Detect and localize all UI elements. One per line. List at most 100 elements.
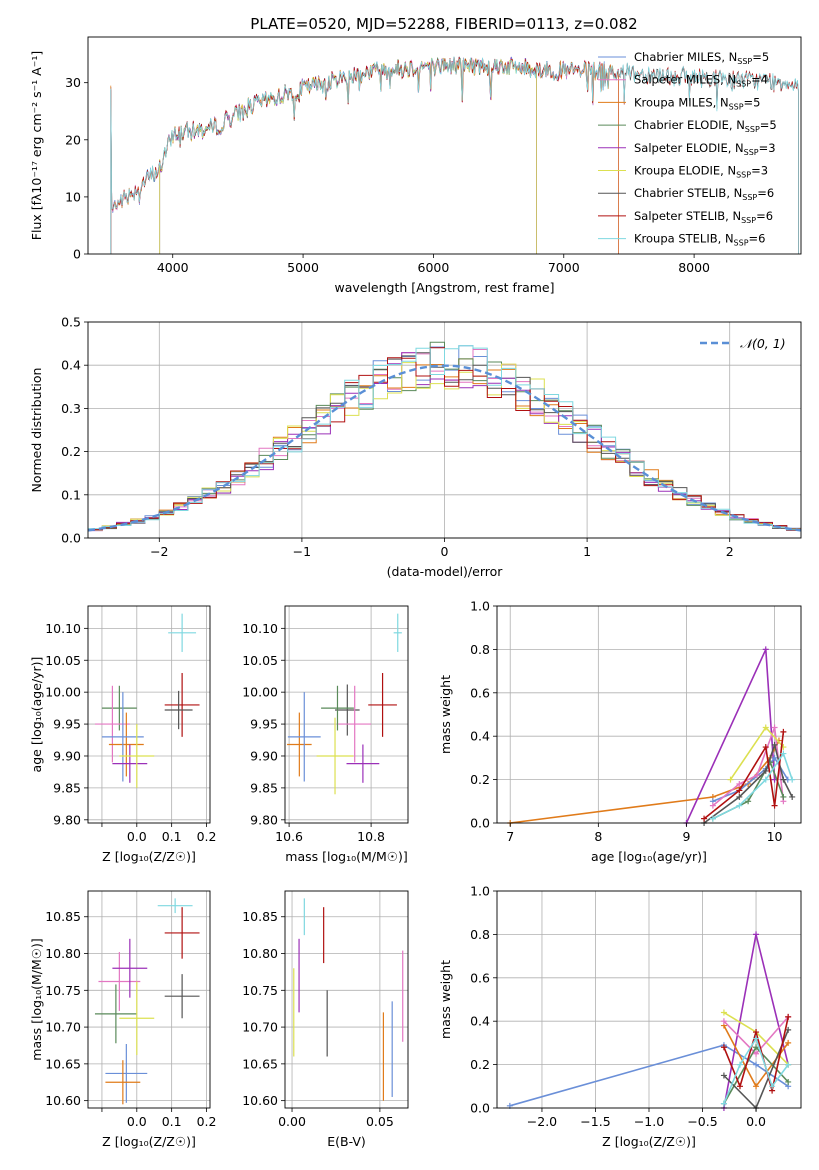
weight-point-marker xyxy=(785,1013,792,1020)
y-tick-label: 10.05 xyxy=(45,653,81,668)
x-tick-label: 0.2 xyxy=(197,829,217,844)
axes-frame xyxy=(496,890,802,1109)
weight-point-marker xyxy=(720,1009,727,1016)
weight-series-line xyxy=(703,742,793,824)
model-spectrum-line xyxy=(110,57,799,254)
y-tick-label: 0.4 xyxy=(470,1014,490,1029)
weight-point-marker xyxy=(753,1035,760,1042)
x-tick-label: 7000 xyxy=(548,260,580,275)
y-tick-label: 10.10 xyxy=(242,621,278,636)
x-tick-label: 7 xyxy=(506,829,514,844)
model-spectrum-line xyxy=(110,56,619,254)
weight-point-marker xyxy=(727,776,734,783)
x-tick-label: −2 xyxy=(150,544,168,559)
weight-point-marker xyxy=(762,646,769,653)
x-tick-label: 1 xyxy=(583,544,591,559)
weight-point-marker xyxy=(720,1044,727,1051)
weight-point-marker xyxy=(771,741,778,748)
y-axis-label: Flux [fλ10⁻¹⁷ erg cm⁻² s⁻¹ A⁻¹] xyxy=(29,51,44,240)
y-tick-label: 10 xyxy=(65,189,81,204)
weight-point-marker xyxy=(736,793,743,800)
plot-area xyxy=(94,613,200,788)
x-tick-label: 10 xyxy=(767,829,783,844)
mass-vs-metallicity-panel: 0.0 0.1 0.2 10.60 10.65 10.70 10.75 10.80 10.85 Z… xyxy=(29,890,216,1149)
legend-entry: Salpeter MILES, NSSP=4 xyxy=(634,73,768,89)
y-tick-label: 0.1 xyxy=(61,487,81,502)
axes-frame xyxy=(496,605,802,824)
y-tick-label: 10.60 xyxy=(242,1093,278,1108)
axes-frame xyxy=(284,890,409,1109)
weight-point-marker xyxy=(762,724,769,731)
weight-vs-metallicity-panel: −2.0 −1.5 −1.0 −0.5 0.0 0.0 0.2 0.4 0.6 0.8 1.0 Z [… xyxy=(438,884,802,1149)
x-tick-label: 10.8 xyxy=(357,829,385,844)
x-tick-label: 0.1 xyxy=(162,829,182,844)
x-axis-label: mass [log₁₀(M/M☉)] xyxy=(285,849,407,864)
weight-point-marker xyxy=(789,793,796,800)
legend-entry: Salpeter STELIB, NSSP=6 xyxy=(634,209,773,225)
x-tick-label: 0.05 xyxy=(366,1114,394,1129)
y-tick-label: 0.8 xyxy=(470,642,490,657)
y-tick-label: 10.00 xyxy=(242,685,278,700)
x-tick-label: −1.0 xyxy=(634,1114,664,1129)
weight-point-marker xyxy=(753,772,760,779)
x-tick-label: 4000 xyxy=(157,260,189,275)
weight-point-marker xyxy=(701,815,708,822)
plot-area xyxy=(94,898,200,1105)
legend: Chabrier MILES, NSSP=5 Salpeter MILES, NS… xyxy=(598,50,777,248)
x-tick-label: −2.0 xyxy=(527,1114,557,1129)
x-tick-label: 0.0 xyxy=(127,829,147,844)
x-tick-label: 0 xyxy=(441,544,449,559)
weight-point-marker xyxy=(762,767,769,774)
grid-lines xyxy=(497,890,801,1109)
legend-entry: Chabrier MILES, NSSP=5 xyxy=(634,50,769,66)
weight-point-marker xyxy=(736,780,743,787)
legend-entry: Chabrier ELODIE, NSSP=5 xyxy=(634,118,777,134)
x-axis-label: age [log₁₀(age/yr)] xyxy=(591,849,707,864)
weight-point-marker xyxy=(753,1029,760,1036)
y-tick-label: 0.6 xyxy=(470,970,490,985)
weight-point-marker xyxy=(785,1078,792,1085)
y-tick-label: 9.80 xyxy=(53,812,81,827)
weight-point-marker xyxy=(762,776,769,783)
weight-point-marker xyxy=(753,1044,760,1051)
y-tick-label: 10.05 xyxy=(242,653,278,668)
y-tick-label: 10.75 xyxy=(242,983,278,998)
x-tick-label: 0.0 xyxy=(127,1114,147,1129)
y-axis-label: mass weight xyxy=(438,960,453,1039)
plot-area xyxy=(293,898,404,1101)
axes-frame xyxy=(87,321,802,539)
y-tick-label: 9.90 xyxy=(53,748,81,763)
x-tick-label: 8 xyxy=(594,829,602,844)
x-axis-label: E(B-V) xyxy=(327,1134,366,1149)
grid-lines xyxy=(88,606,210,823)
figure-title: PLATE=0520, MJD=52288, FIBERID=0113, z=0… xyxy=(250,15,637,33)
axes-frame xyxy=(87,890,211,1109)
x-tick-label: 0.0 xyxy=(746,1114,766,1129)
y-tick-label: 10.70 xyxy=(242,1020,278,1035)
plot-area xyxy=(110,55,799,254)
y-tick-label: 9.95 xyxy=(250,717,278,732)
y-tick-label: 10.80 xyxy=(242,946,278,961)
axes-frame xyxy=(87,36,802,255)
y-tick-label: 1.0 xyxy=(470,599,490,614)
y-tick-label: 10.10 xyxy=(45,621,81,636)
weight-point-marker xyxy=(780,793,787,800)
weight-point-marker xyxy=(780,728,787,735)
x-tick-label: 6000 xyxy=(418,260,450,275)
weight-point-marker xyxy=(720,1018,727,1025)
model-spectrum-line xyxy=(159,56,537,254)
residuals-panel: −2 −1 0 1 2 0.0 0.1 0.2 0.3 0.4 0.5 (data-model)/er… xyxy=(29,315,802,579)
x-axis-label: wavelength [Angstrom, rest frame] xyxy=(334,280,554,295)
x-axis-label: (data-model)/error xyxy=(387,564,504,579)
x-axis-label: Z [log₁₀(Z/Z☉)] xyxy=(102,849,196,864)
model-spectrum-line xyxy=(159,57,537,254)
axes-frame xyxy=(87,605,211,824)
model-spectrum-line xyxy=(110,55,799,254)
y-tick-label: 0.0 xyxy=(470,1101,490,1116)
y-axis-label: age [log₁₀(age/yr)] xyxy=(29,657,44,773)
weight-vs-age-panel: 7 8 9 10 0.0 0.2 0.4 0.6 0.8 1.0 age [log₁₀(age/yr… xyxy=(438,599,802,864)
weight-point-marker xyxy=(753,931,760,938)
legend-entry: Kroupa MILES, NSSP=5 xyxy=(634,95,761,111)
weight-point-marker xyxy=(771,754,778,761)
